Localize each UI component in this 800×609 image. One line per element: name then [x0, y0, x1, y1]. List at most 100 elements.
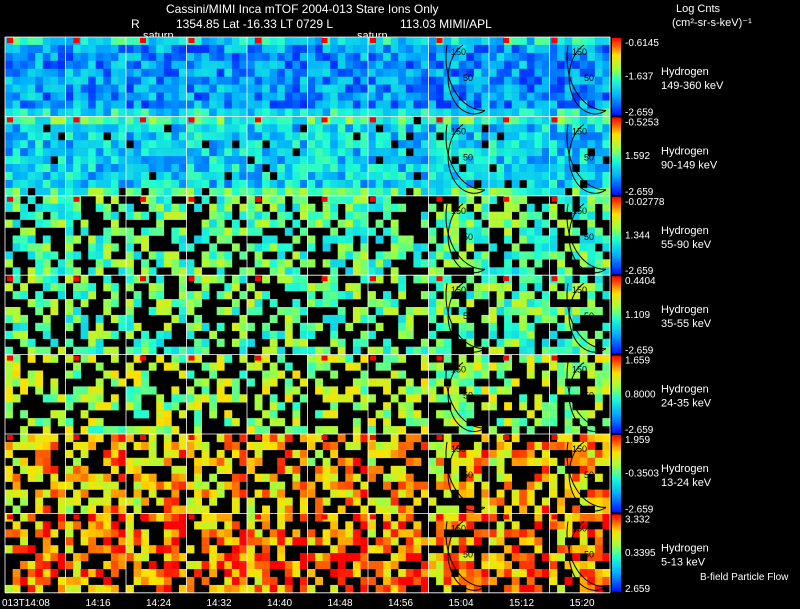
heatmap-cell	[35, 569, 44, 578]
heatmap-cell	[110, 156, 119, 165]
heatmap-cell	[322, 187, 331, 197]
heatmap-cell	[163, 529, 172, 538]
heatmap-cell	[12, 378, 21, 387]
heatmap-cell	[178, 148, 187, 157]
heatmap-cell	[277, 251, 286, 260]
heatmap-cell	[163, 449, 172, 459]
heatmap-cell	[451, 172, 460, 181]
heatmap-cell	[148, 148, 157, 157]
heatmap-cell	[5, 132, 13, 141]
heatmap-cell	[103, 330, 112, 339]
heatmap-cell	[42, 60, 51, 69]
heatmap-cell	[551, 435, 558, 440]
heatmap-cell	[572, 569, 581, 578]
heatmap-cell	[156, 60, 165, 69]
heatmap-cell	[231, 449, 240, 459]
heatmap-cell	[572, 84, 581, 93]
heatmap-cell	[194, 68, 202, 77]
heatmap-cell	[80, 576, 89, 586]
heatmap-cell	[254, 473, 263, 482]
heatmap-cell	[110, 92, 119, 101]
heatmap-cell	[201, 100, 210, 109]
heatmap-cell	[133, 322, 142, 331]
heatmap-cell	[534, 92, 543, 101]
heatmap-cell	[50, 132, 59, 141]
heatmap-cell	[224, 569, 233, 578]
heatmap-cell	[451, 148, 460, 157]
heatmap-cell	[216, 76, 225, 85]
heatmap-cell	[541, 108, 550, 117]
heatmap-cell	[519, 44, 528, 54]
heatmap-cell	[141, 68, 149, 77]
species-label: Hydrogen	[661, 542, 709, 554]
heatmap-cell	[163, 457, 172, 466]
heatmap-cell	[572, 172, 581, 181]
heatmap-cell	[572, 513, 581, 522]
heatmap-cell	[224, 410, 233, 419]
heatmap-cell	[549, 521, 558, 530]
heatmap-cell	[322, 441, 331, 451]
heatmap-cell	[443, 37, 452, 46]
heatmap-cell	[368, 291, 376, 300]
heatmap-cell	[322, 426, 331, 435]
heatmap-cell	[126, 346, 134, 355]
heatmap-cell	[496, 172, 505, 181]
heatmap-cell	[443, 251, 452, 260]
heatmap-cell	[292, 370, 301, 379]
heatmap-cell	[292, 449, 301, 459]
heatmap-cell	[398, 124, 407, 133]
heatmap-cell	[564, 172, 573, 181]
heatmap-cell	[511, 584, 520, 594]
heatmap-cell	[458, 100, 467, 109]
heatmap-cell	[511, 203, 520, 212]
heatmap-cell	[42, 108, 51, 117]
heatmap-cell	[321, 38, 328, 43]
heatmap-cell	[428, 235, 437, 244]
colorbar-title: Log Cnts	[676, 3, 721, 15]
heatmap-cell	[557, 386, 565, 395]
heatmap-cell	[390, 148, 399, 157]
heatmap-cell	[110, 124, 119, 133]
heatmap-cell	[194, 473, 202, 482]
heatmap-cell	[466, 378, 475, 387]
heatmap-cell	[209, 219, 218, 228]
heatmap-cell	[390, 92, 399, 101]
heatmap-cell	[549, 457, 558, 466]
heatmap-cell	[549, 227, 558, 236]
heatmap-cell	[526, 235, 535, 244]
heatmap-cell	[390, 346, 399, 355]
heatmap-cell	[458, 179, 467, 189]
heatmap-cell	[42, 521, 51, 530]
heatmap-cell	[436, 172, 444, 181]
heatmap-cell	[247, 92, 255, 101]
heatmap-cell	[163, 521, 172, 530]
heatmap-cell	[186, 132, 195, 141]
heatmap-cell	[186, 100, 195, 109]
heatmap-cell	[133, 481, 142, 490]
heatmap-cell	[579, 418, 588, 427]
heatmap-cell	[451, 386, 460, 395]
heatmap-cell	[436, 307, 444, 316]
heatmap-cell	[466, 179, 475, 189]
heatmap-cell	[209, 84, 218, 93]
heatmap-cell	[42, 561, 51, 570]
heatmap-cell	[466, 481, 475, 490]
heatmap-cell	[284, 576, 293, 586]
contour-line	[566, 203, 607, 270]
heatmap-cell	[65, 529, 74, 538]
heatmap-cell	[368, 148, 376, 157]
heatmap-cell	[436, 435, 443, 440]
heatmap-cell	[141, 164, 149, 173]
heatmap-cell	[20, 124, 28, 133]
heatmap-cell	[126, 124, 134, 133]
heatmap-cell	[337, 60, 346, 69]
heatmap-cell	[194, 124, 202, 133]
heatmap-cell	[277, 84, 286, 93]
colorbar-max-label: -0.6145	[625, 38, 659, 49]
heatmap-cell	[390, 473, 399, 482]
heatmap-cell	[489, 68, 497, 77]
heatmap-cell	[118, 76, 127, 85]
heatmap-cell	[239, 172, 248, 181]
heatmap-cell	[602, 92, 611, 101]
heatmap-cell	[307, 299, 316, 308]
